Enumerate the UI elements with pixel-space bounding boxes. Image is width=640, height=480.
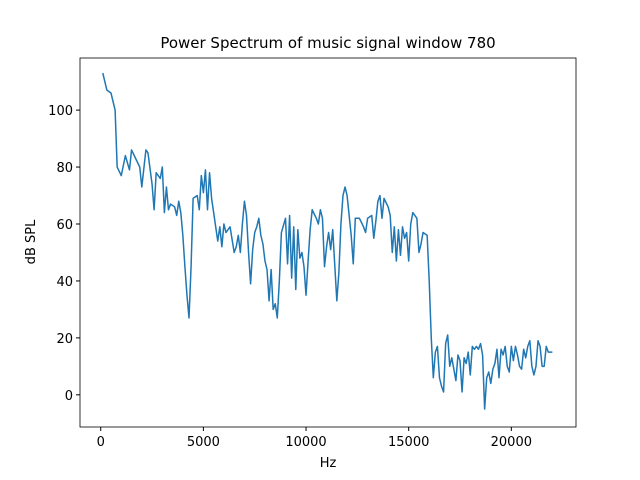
data-line — [102, 72, 553, 410]
plot-frame — [79, 57, 577, 428]
x-tick-label: 10000 — [285, 435, 326, 450]
x-axis-label: Hz — [320, 456, 337, 471]
y-axis-label: dB SPL — [24, 219, 39, 264]
y-tick-label: 40 — [56, 275, 73, 290]
y-tick-label: 20 — [56, 332, 73, 347]
y-tick-label: 60 — [56, 218, 73, 233]
x-tick-label: 0 — [97, 435, 105, 450]
x-tick-label: 5000 — [187, 435, 220, 450]
chart-title: Power Spectrum of music signal window 78… — [160, 34, 495, 52]
x-tick-label: 15000 — [388, 435, 429, 450]
y-tick-label: 80 — [56, 161, 73, 176]
x-tick-label: 20000 — [491, 435, 532, 450]
y-tick-label: 0 — [65, 389, 73, 404]
y-tick-label: 100 — [48, 104, 73, 119]
